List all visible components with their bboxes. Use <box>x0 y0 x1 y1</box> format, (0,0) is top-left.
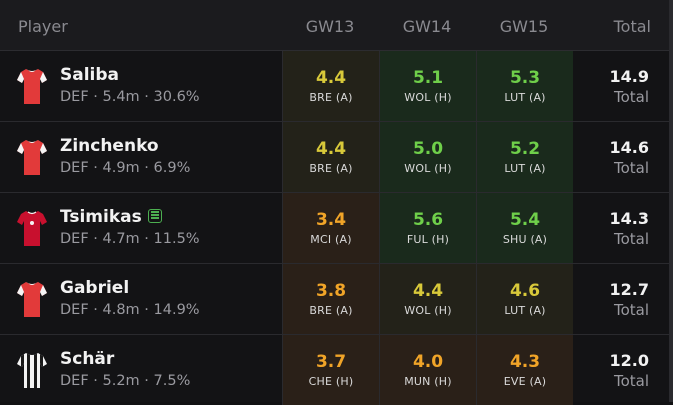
fixture-cell[interactable]: 5.6 FUL (H) <box>379 193 476 263</box>
opponent-label: SHU (A) <box>502 233 548 246</box>
player-meta: DEF · 4.7m · 11.5% <box>60 231 200 247</box>
total-cell: 14.6 Total <box>610 138 649 177</box>
points-value: 5.3 <box>509 68 541 88</box>
fixture-cell[interactable]: 5.3 LUT (A) <box>476 51 573 121</box>
opponent-label: CHE (H) <box>308 375 354 388</box>
total-label: Total <box>613 301 649 319</box>
opponent-label: MCI (A) <box>310 233 352 246</box>
newcastle-shirt-icon <box>17 353 47 388</box>
fixture-cell[interactable]: 4.4 BRE (A) <box>282 51 379 121</box>
table-row[interactable]: Saliba DEF · 5.4m · 30.6% 4.4 BRE (A) 5.… <box>0 51 669 122</box>
fixture-cell[interactable]: 4.3 EVE (A) <box>476 335 573 405</box>
fixture-cell[interactable]: 5.0 WOL (H) <box>379 122 476 192</box>
player-name[interactable]: Zinchenko <box>60 136 159 156</box>
fixture-cell[interactable]: 3.8 BRE (A) <box>282 264 379 334</box>
total-cell: 14.3 Total <box>610 209 649 248</box>
points-value: 5.0 <box>412 139 444 159</box>
opponent-label: WOL (H) <box>404 91 452 104</box>
total-value: 12.7 <box>609 280 649 299</box>
opponent-label: LUT (A) <box>504 304 546 317</box>
fixture-cell[interactable]: 4.6 LUT (A) <box>476 264 573 334</box>
points-value: 4.4 <box>412 281 444 301</box>
liverpool-shirt-icon <box>17 211 47 246</box>
points-value: 5.2 <box>509 139 541 159</box>
fixture-cell[interactable]: 4.4 BRE (A) <box>282 122 379 192</box>
total-value: 14.3 <box>609 209 649 228</box>
total-value: 12.0 <box>609 351 649 370</box>
fixture-cell[interactable]: 5.2 LUT (A) <box>476 122 573 192</box>
player-meta: DEF · 5.4m · 30.6% <box>60 89 200 105</box>
points-value: 4.3 <box>509 352 541 372</box>
player-name[interactable]: Tsimikas <box>60 207 162 227</box>
table-row[interactable]: Zinchenko DEF · 4.9m · 6.9% 4.4 BRE (A) … <box>0 122 669 193</box>
points-value: 4.6 <box>509 281 541 301</box>
fixture-cell[interactable]: 5.1 WOL (H) <box>379 51 476 121</box>
player-name-text: Tsimikas <box>60 207 142 227</box>
total-label: Total <box>613 372 649 390</box>
player-name[interactable]: Gabriel <box>60 278 130 298</box>
table-header: Player GW13 GW14 GW15 Total <box>0 0 669 51</box>
opponent-label: LUT (A) <box>504 91 546 104</box>
points-value: 4.0 <box>412 352 444 372</box>
points-value: 5.1 <box>412 68 444 88</box>
arsenal-shirt-icon <box>17 282 47 317</box>
opponent-label: WOL (H) <box>404 304 452 317</box>
total-cell: 12.0 Total <box>610 351 649 390</box>
arsenal-shirt-icon <box>17 69 47 104</box>
table-row[interactable]: Schär DEF · 5.2m · 7.5% 3.7 CHE (H) 4.0 … <box>0 335 669 405</box>
points-value: 5.4 <box>509 210 541 230</box>
player-name[interactable]: Schär <box>60 349 115 369</box>
points-value: 3.8 <box>315 281 347 301</box>
arsenal-shirt-icon <box>17 140 47 175</box>
gw13-column-header[interactable]: GW13 <box>305 17 355 36</box>
points-value: 5.6 <box>412 210 444 230</box>
fixture-cell[interactable]: 5.4 SHU (A) <box>476 193 573 263</box>
points-value: 4.4 <box>315 139 347 159</box>
fixture-cell[interactable]: 4.0 MUN (H) <box>379 335 476 405</box>
points-value: 4.4 <box>315 68 347 88</box>
total-label: Total <box>613 230 649 248</box>
opponent-label: WOL (H) <box>404 162 452 175</box>
total-value: 14.6 <box>609 138 649 157</box>
player-meta: DEF · 4.9m · 6.9% <box>60 160 191 176</box>
player-meta: DEF · 5.2m · 7.5% <box>60 373 191 389</box>
player-column-header[interactable]: Player <box>18 17 68 36</box>
opponent-label: BRE (A) <box>309 162 353 175</box>
opponent-label: BRE (A) <box>309 304 353 317</box>
player-name[interactable]: Saliba <box>60 65 120 85</box>
total-cell: 14.9 Total <box>610 67 649 106</box>
opponent-label: MUN (H) <box>404 375 452 388</box>
opponent-label: BRE (A) <box>309 91 353 104</box>
table-row[interactable]: Tsimikas DEF · 4.7m · 11.5% 3.4 MCI (A) … <box>0 193 669 264</box>
fixture-cell[interactable]: 3.7 CHE (H) <box>282 335 379 405</box>
opponent-label: LUT (A) <box>504 162 546 175</box>
total-label: Total <box>613 88 649 106</box>
total-cell: 12.7 Total <box>610 280 649 319</box>
set-piece-icon <box>147 209 162 223</box>
gw14-column-header[interactable]: GW14 <box>402 17 452 36</box>
gw15-column-header[interactable]: GW15 <box>499 17 549 36</box>
player-meta: DEF · 4.8m · 14.9% <box>60 302 200 318</box>
fixture-cell[interactable]: 4.4 WOL (H) <box>379 264 476 334</box>
total-column-header[interactable]: Total <box>613 17 651 36</box>
total-value: 14.9 <box>609 67 649 86</box>
opponent-label: EVE (A) <box>503 375 547 388</box>
points-value: 3.7 <box>315 352 347 372</box>
opponent-label: FUL (H) <box>406 233 450 246</box>
table-row[interactable]: Gabriel DEF · 4.8m · 14.9% 3.8 BRE (A) 4… <box>0 264 669 335</box>
total-label: Total <box>613 159 649 177</box>
fixture-cell[interactable]: 3.4 MCI (A) <box>282 193 379 263</box>
points-value: 3.4 <box>315 210 347 230</box>
